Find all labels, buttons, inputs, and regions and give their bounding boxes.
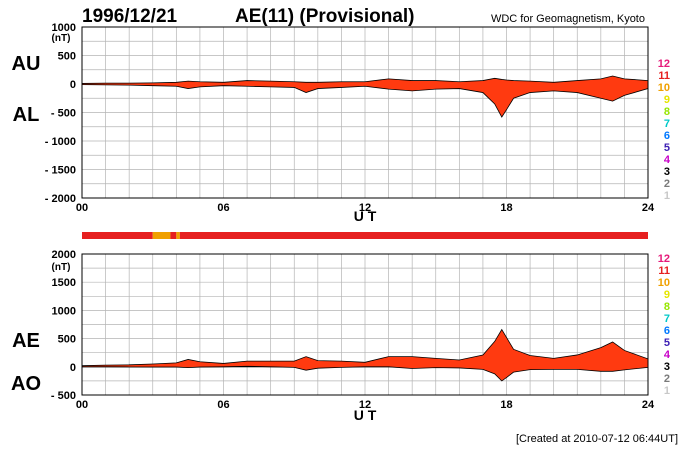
bottom-unit-label: (nT) (52, 262, 71, 273)
y-tick-label: 1000 (52, 305, 76, 317)
al-label: AL (13, 104, 40, 126)
x-tick-label: 18 (500, 202, 512, 214)
legend-count-3: 3 (664, 166, 670, 178)
top-y-tick-labels: 1000 500 0 - 500 - 1000 - 1500 - 2000 (45, 22, 76, 205)
y-tick-label: 0 (70, 362, 76, 374)
x-tick-label: 12 (359, 202, 371, 214)
bottom-x-tick-labels: 00 06 12 18 24 (76, 399, 655, 411)
legend-count-6: 6 (664, 325, 670, 337)
top-x-tick-labels: 00 06 12 18 24 (76, 202, 655, 214)
legend-count-8: 8 (664, 301, 670, 313)
legend-count-1: 1 (664, 385, 670, 397)
au-label: AU (12, 53, 41, 75)
x-tick-label: 24 (642, 399, 655, 411)
legend-count-9: 9 (664, 289, 670, 301)
legend-count-9: 9 (664, 94, 670, 106)
legend-count-12: 12 (658, 253, 670, 265)
y-tick-label: - 500 (51, 108, 76, 120)
y-tick-label: 1000 (52, 22, 76, 34)
legend-count-4: 4 (664, 154, 671, 166)
y-tick-label: 2000 (52, 249, 76, 261)
station-count-segment (179, 232, 648, 239)
legend-count-7: 7 (664, 313, 670, 325)
legend-count-3: 3 (664, 361, 670, 373)
source-label: WDC for Geomagnetism, Kyoto (491, 13, 645, 25)
y-tick-label: - 500 (51, 390, 76, 402)
y-tick-label: 1500 (52, 277, 76, 289)
ao-label: AO (11, 373, 41, 395)
legend-count-4: 4 (664, 349, 671, 361)
bottom-x-axis-label: U T (354, 407, 377, 423)
y-tick-label: 500 (58, 51, 76, 63)
legend-count-7: 7 (664, 118, 670, 130)
y-tick-label: 0 (70, 79, 76, 91)
x-tick-label: 06 (217, 202, 229, 214)
top-x-axis-label: U T (354, 208, 377, 224)
legend-count-5: 5 (664, 337, 670, 349)
x-tick-label: 18 (500, 399, 512, 411)
station-count-segment (170, 232, 177, 239)
created-timestamp: [Created at 2010-07-12 06:44UT] (516, 433, 678, 445)
x-tick-label: 06 (217, 399, 229, 411)
legend-count-10: 10 (658, 82, 670, 94)
legend-count-12: 12 (658, 58, 670, 70)
date-label: 1996/12/21 (82, 6, 178, 27)
y-tick-label: 500 (58, 334, 76, 346)
station-count-segment (176, 232, 180, 239)
x-tick-label: 24 (642, 202, 655, 214)
legend-count-2: 2 (664, 178, 670, 190)
legend-count-11: 11 (658, 265, 670, 277)
chart-title: AE(11) (Provisional) (235, 6, 415, 27)
legend-count-6: 6 (664, 130, 670, 142)
station-count-segment (152, 232, 171, 239)
x-tick-label: 00 (76, 399, 88, 411)
bottom-y-tick-labels: 2000 1500 1000 500 0 - 500 (51, 249, 76, 402)
bottom-plot-frame (81, 253, 649, 396)
legend-count-10: 10 (658, 277, 670, 289)
x-tick-label: 12 (359, 399, 371, 411)
station-count-bar (82, 232, 648, 239)
legend-count-1: 1 (664, 190, 670, 202)
y-tick-label: - 1000 (45, 136, 76, 148)
station-count-segment (82, 232, 153, 239)
legend-count-8: 8 (664, 106, 670, 118)
top-plot-frame (81, 26, 649, 199)
y-tick-label: - 2000 (45, 193, 76, 205)
legend-count-5: 5 (664, 142, 670, 154)
legend-count-2: 2 (664, 373, 670, 385)
legend-count-11: 11 (658, 70, 670, 82)
bottom-gridlines (82, 254, 648, 395)
ae-label: AE (12, 330, 40, 352)
y-tick-label: - 1500 (45, 165, 76, 177)
top-unit-label: (nT) (52, 33, 71, 44)
x-tick-label: 00 (76, 202, 88, 214)
